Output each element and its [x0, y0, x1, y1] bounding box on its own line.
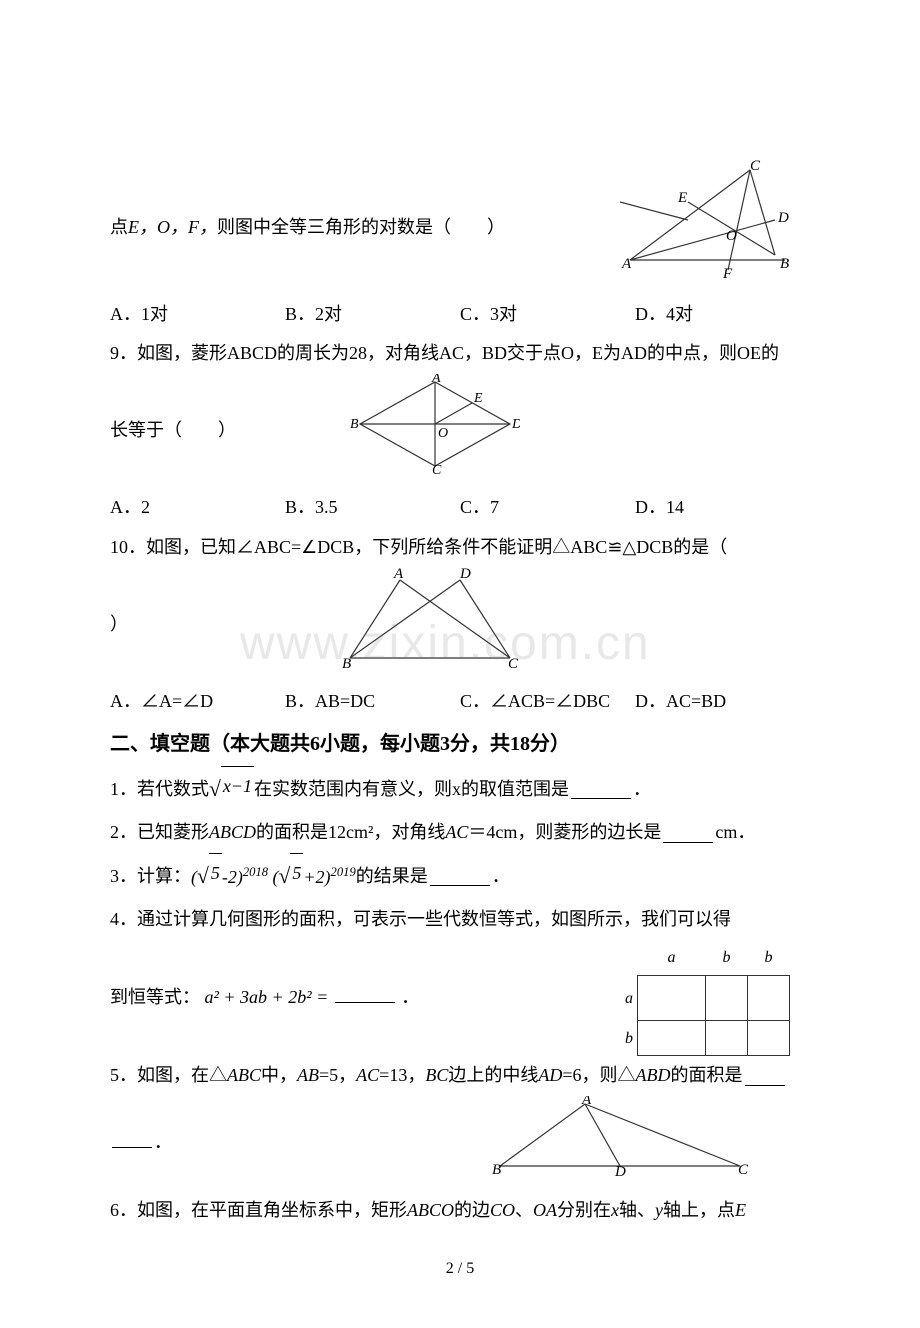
s2q4-row2: 到恒等式： a² + 3ab + 2b² = ． a b b a b: [110, 940, 810, 1056]
blank-input[interactable]: [112, 1129, 152, 1148]
svg-text:C: C: [432, 463, 442, 474]
s2q2-mid: 的面积是12cm²，对角线: [256, 813, 445, 853]
blank-input[interactable]: [335, 984, 395, 1003]
blank-input[interactable]: [663, 824, 713, 843]
s2q2-pre: 2．已知菱形: [110, 813, 209, 853]
svg-text:D: D: [777, 210, 789, 226]
section2-header: 二、填空题（本大题共6小题，每小题3分，共18分）: [110, 722, 810, 766]
s2q5-pre: 5．如图，在△: [110, 1056, 227, 1096]
page-number: 2 / 5: [110, 1260, 810, 1278]
s2q3-expr: (√5-2)2018 (√5+2)2019: [191, 853, 356, 901]
s2q4-figure: a b b a b: [621, 940, 790, 1056]
svg-text:B: B: [780, 256, 789, 272]
q8-points: E，O，F，: [128, 217, 217, 237]
svg-text:E: E: [677, 190, 687, 206]
s2q3-post: 的结果是: [356, 857, 428, 897]
sqrt-icon: √x−1: [209, 766, 254, 814]
s2q2-ac: AC: [445, 813, 468, 853]
svg-text:D: D: [614, 1164, 626, 1176]
svg-text:D: D: [511, 417, 520, 432]
svg-text:O: O: [438, 426, 448, 441]
q10-optB: B．AB=DC: [285, 682, 460, 722]
q9-optD: D．14: [635, 488, 810, 528]
s2q6: 6．如图，在平面直角坐标系中，矩形ABCO的边CO、OA分别在x轴、y轴上，点E: [110, 1191, 810, 1231]
q8-optC: C．3对: [460, 295, 635, 335]
blank-input[interactable]: [571, 780, 631, 799]
svg-text:B: B: [350, 417, 359, 432]
s2q2-abcd: ABCD: [209, 813, 256, 853]
q10-figure: A B C D: [330, 568, 530, 683]
svg-text:A: A: [431, 374, 441, 386]
s2q3: 3．计算： (√5-2)2018 (√5+2)2019 的结果是 ．: [110, 853, 810, 901]
q9-optA: A．2: [110, 488, 285, 528]
q8-row: 点E，O，F，则图中全等三角形的对数是（ ） A B C D: [110, 160, 810, 295]
q8-options: A．1对 B．2对 C．3对 D．4对: [110, 295, 810, 335]
q10-optC: C．∠ACB=∠DBC: [460, 682, 635, 722]
q9-row2: 长等于（ ） A B C D E O: [110, 374, 810, 489]
q10-options: A．∠A=∠D B．AB=DC C．∠ACB=∠DBC D．AC=BD: [110, 682, 810, 722]
svg-text:A: A: [581, 1096, 592, 1108]
q9-options: A．2 B．3.5 C．7 D．14: [110, 488, 810, 528]
q10-stem: 10．如图，已知∠ABC=∠DCB，下列所给条件不能证明△ABC≌△DCB的是（: [110, 528, 810, 568]
svg-text:O: O: [726, 228, 737, 244]
blank-input[interactable]: [745, 1067, 785, 1086]
s2q5-row2: ． A B C D: [110, 1096, 810, 1191]
q10-close: ）: [110, 605, 150, 645]
svg-text:C: C: [738, 1162, 749, 1176]
q8-stem-a: 点: [110, 217, 128, 237]
q10-optA: A．∠A=∠D: [110, 682, 285, 722]
s2q2-mid2: ＝4cm，则菱形的边长是: [468, 813, 661, 853]
page: www.zixin.com.cn 点E，O，F，则图中全等三角形的对数是（ ） …: [0, 0, 920, 1328]
q8-optB: B．2对: [285, 295, 460, 335]
q8-figure: A B C D E F O: [620, 160, 790, 295]
svg-text:B: B: [342, 656, 351, 668]
q8-optD: D．4对: [635, 295, 810, 335]
s2q4-stem2a: 到恒等式：: [110, 987, 200, 1007]
s2q4-stem: 4．通过计算几何图形的面积，可表示一些代数恒等式，如图所示，我们可以得: [110, 900, 810, 940]
s2q1-end: ．: [633, 770, 651, 810]
svg-text:A: A: [621, 256, 632, 272]
q10-row2: ） A B C D: [110, 568, 810, 683]
s2q1-pre: 1．若代数式: [110, 770, 209, 810]
s2q4-end: ．: [401, 987, 419, 1007]
svg-text:C: C: [508, 656, 519, 668]
svg-text:D: D: [459, 568, 471, 582]
s2q4-expr: a² + 3ab + 2b² =: [205, 987, 329, 1007]
q9-optC: C．7: [460, 488, 635, 528]
svg-text:C: C: [750, 160, 761, 174]
q8-optA: A．1对: [110, 295, 285, 335]
q8-stem-b: 则图中全等三角形的对数是（ ）: [217, 217, 505, 237]
s2q3-pre: 3．计算：: [110, 857, 191, 897]
s2q3-end: ．: [492, 857, 510, 897]
svg-text:E: E: [473, 391, 483, 406]
q9-figure: A B C D E O: [350, 374, 520, 489]
s2q2: 2．已知菱形ABCD的面积是12cm²，对角线AC＝4cm，则菱形的边长是 cm．: [110, 813, 810, 853]
q10-optD: D．AC=BD: [635, 682, 810, 722]
svg-text:A: A: [393, 568, 404, 582]
q9-stem: 9．如图，菱形ABCD的周长为28，对角线AC，BD交于点O，E为AD的中点，则…: [110, 334, 810, 374]
blank-input[interactable]: [430, 867, 490, 886]
q9-optB: B．3.5: [285, 488, 460, 528]
s2q1: 1．若代数式 √x−1 在实数范围内有意义，则x的取值范围是 ．: [110, 766, 810, 814]
svg-text:B: B: [492, 1162, 501, 1176]
svg-text:F: F: [722, 266, 733, 280]
q9-stem2: 长等于（ ）: [110, 411, 290, 451]
s2q1-post: 在实数范围内有意义，则x的取值范围是: [254, 770, 569, 810]
s2q5-figure: A B C D: [490, 1096, 750, 1191]
s2q5: 5．如图，在△ABC中，AB=5，AC=13，BC边上的中线AD=6，则△ABD…: [110, 1056, 810, 1096]
s2q2-unit: cm．: [715, 813, 755, 853]
